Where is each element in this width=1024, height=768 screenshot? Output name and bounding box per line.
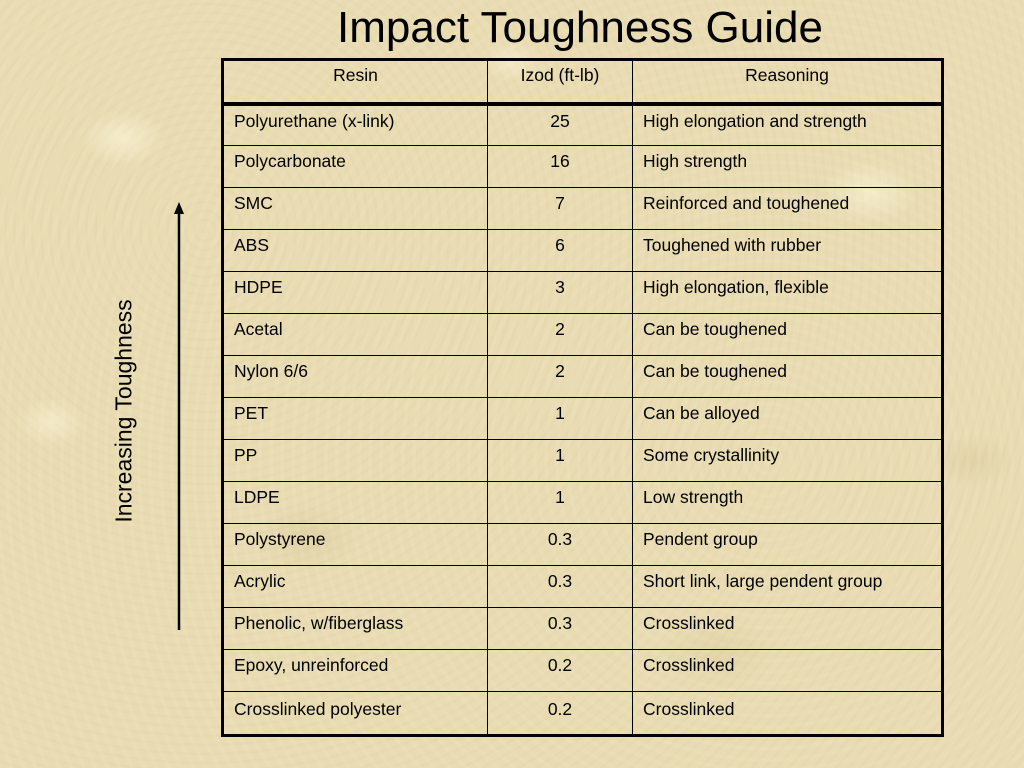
izod-cell: 0.2 bbox=[487, 691, 633, 736]
increasing-toughness-label: Increasing Toughness bbox=[110, 299, 137, 523]
table-row: PET 1 Can be alloyed bbox=[222, 397, 943, 440]
izod-cell: 0.2 bbox=[487, 649, 633, 692]
izod-cell: 1 bbox=[487, 481, 633, 524]
reasoning-cell: High elongation and strength bbox=[632, 103, 943, 146]
reasoning-cell: High strength bbox=[632, 145, 943, 188]
table-body: Polyurethane (x-link) 25 High elongation a… bbox=[222, 103, 943, 736]
resin-cell: ABS bbox=[222, 229, 488, 272]
resin-cell: Acrylic bbox=[222, 565, 488, 608]
izod-cell: 2 bbox=[487, 313, 633, 356]
resin-cell: Polycarbonate bbox=[222, 145, 488, 188]
resin-cell: Phenolic, w/fiberglass bbox=[222, 607, 488, 650]
reasoning-cell: Can be toughened bbox=[632, 313, 943, 356]
column-header-reasoning: Reasoning bbox=[632, 59, 943, 106]
column-header-izod: Izod (ft-lb) bbox=[487, 59, 633, 106]
reasoning-cell: Crosslinked bbox=[632, 607, 943, 650]
resin-cell: Polystyrene bbox=[222, 523, 488, 566]
table-row: LDPE 1 Low strength bbox=[222, 481, 943, 524]
table-row: HDPE 3 High elongation, flexible bbox=[222, 271, 943, 314]
up-arrow-icon bbox=[174, 202, 184, 630]
reasoning-cell: Can be alloyed bbox=[632, 397, 943, 440]
reasoning-cell: Reinforced and toughened bbox=[632, 187, 943, 230]
table-header-row: Resin Izod (ft-lb) Reasoning bbox=[222, 59, 943, 106]
table-row: Crosslinked polyester 0.2 Crosslinked bbox=[222, 691, 943, 736]
table-row: Acrylic 0.3 Short link, large pendent grou… bbox=[222, 565, 943, 608]
resin-cell: HDPE bbox=[222, 271, 488, 314]
izod-cell: 16 bbox=[487, 145, 633, 188]
table-row: Acetal 2 Can be toughened bbox=[222, 313, 943, 356]
table-row: Phenolic, w/fiberglass 0.3 Crosslinked bbox=[222, 607, 943, 650]
reasoning-cell: Pendent group bbox=[632, 523, 943, 566]
resin-cell: Epoxy, unreinforced bbox=[222, 649, 488, 692]
reasoning-cell: Low strength bbox=[632, 481, 943, 524]
izod-cell: 2 bbox=[487, 355, 633, 398]
resin-cell: PP bbox=[222, 439, 488, 482]
table-row: ABS 6 Toughened with rubber bbox=[222, 229, 943, 272]
column-header-resin: Resin bbox=[222, 59, 488, 106]
reasoning-cell: Crosslinked bbox=[632, 649, 943, 692]
reasoning-cell: Can be toughened bbox=[632, 355, 943, 398]
table-row: Polycarbonate 16 High strength bbox=[222, 145, 943, 188]
izod-cell: 0.3 bbox=[487, 565, 633, 608]
reasoning-cell: Toughened with rubber bbox=[632, 229, 943, 272]
resin-cell: LDPE bbox=[222, 481, 488, 524]
reasoning-cell: High elongation, flexible bbox=[632, 271, 943, 314]
resin-cell: SMC bbox=[222, 187, 488, 230]
table-row: Nylon 6/6 2 Can be toughened bbox=[222, 355, 943, 398]
table-row: Epoxy, unreinforced 0.2 Crosslinked bbox=[222, 649, 943, 692]
izod-cell: 1 bbox=[487, 397, 633, 440]
izod-cell: 1 bbox=[487, 439, 633, 482]
resin-cell: PET bbox=[222, 397, 488, 440]
izod-cell: 0.3 bbox=[487, 523, 633, 566]
reasoning-cell: Short link, large pendent group bbox=[632, 565, 943, 608]
resin-cell: Polyurethane (x-link) bbox=[222, 103, 488, 146]
reasoning-cell: Crosslinked bbox=[632, 691, 943, 736]
table-row: Polystyrene 0.3 Pendent group bbox=[222, 523, 943, 566]
table-row: SMC 7 Reinforced and toughened bbox=[222, 187, 943, 230]
resin-cell: Nylon 6/6 bbox=[222, 355, 488, 398]
impact-toughness-table: Resin Izod (ft-lb) Reasoning Polyurethan… bbox=[221, 58, 944, 737]
izod-cell: 6 bbox=[487, 229, 633, 272]
resin-cell: Crosslinked polyester bbox=[222, 691, 488, 736]
izod-cell: 3 bbox=[487, 271, 633, 314]
izod-cell: 0.3 bbox=[487, 607, 633, 650]
izod-cell: 7 bbox=[487, 187, 633, 230]
slide-title: Impact Toughness Guide bbox=[337, 3, 823, 52]
izod-cell: 25 bbox=[487, 103, 633, 146]
resin-cell: Acetal bbox=[222, 313, 488, 356]
table-row: Polyurethane (x-link) 25 High elongation a… bbox=[222, 103, 943, 146]
table-row: PP 1 Some crystallinity bbox=[222, 439, 943, 482]
reasoning-cell: Some crystallinity bbox=[632, 439, 943, 482]
